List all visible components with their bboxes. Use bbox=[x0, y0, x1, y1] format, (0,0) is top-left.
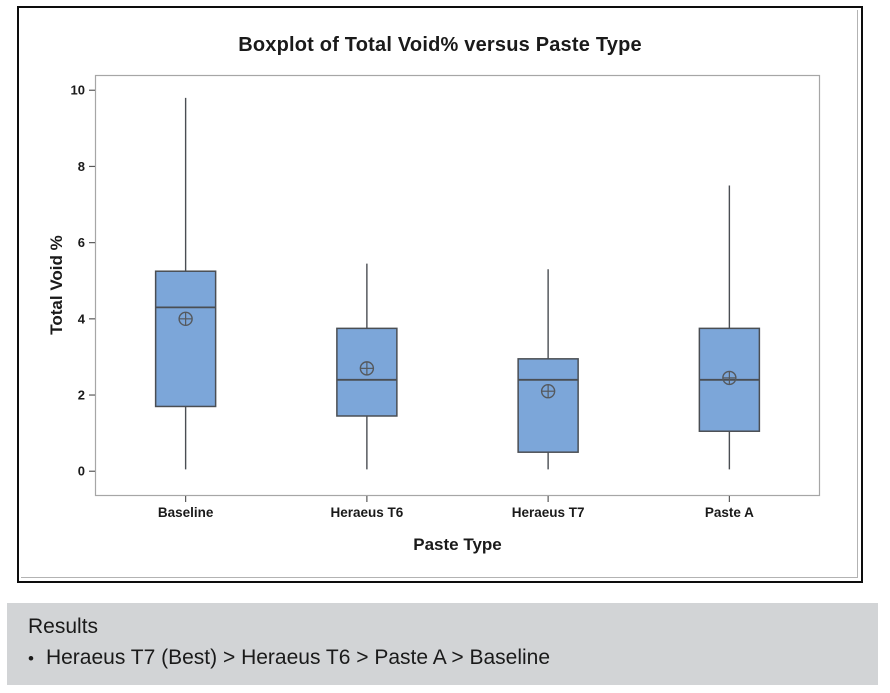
y-tick-label: 10 bbox=[71, 83, 85, 98]
results-panel: Results • Heraeus T7 (Best) > Heraeus T6… bbox=[7, 603, 878, 685]
y-tick-label: 0 bbox=[78, 464, 85, 479]
plot-border bbox=[94, 74, 821, 497]
y-tick-label: 2 bbox=[78, 388, 85, 403]
bullet-icon: • bbox=[28, 649, 34, 668]
x-tick-label: Heraeus T7 bbox=[512, 505, 585, 520]
y-tick-label: 4 bbox=[78, 311, 86, 326]
chart-title: Boxplot of Total Void% versus Paste Type bbox=[238, 34, 642, 56]
results-bullet: • Heraeus T7 (Best) > Heraeus T6 > Paste… bbox=[28, 643, 862, 674]
x-tick-label: Heraeus T6 bbox=[330, 505, 403, 520]
x-axis-title: Paste Type bbox=[413, 535, 502, 554]
y-axis-title: Total Void % bbox=[47, 235, 66, 335]
boxplot-canvas: 0 2 4 6 8 10 Baseline Heraeus T6 Heraeus T7 Paste… bbox=[71, 74, 821, 520]
y-tick-label: 6 bbox=[78, 235, 85, 250]
box-1 bbox=[154, 270, 217, 408]
boxplot-chart-frame: Boxplot of Total Void% versus Paste Type… bbox=[17, 6, 863, 583]
results-heading: Results bbox=[28, 615, 99, 638]
x-tick-label: Paste A bbox=[705, 505, 754, 520]
chart-inner-edge bbox=[21, 10, 858, 578]
x-tick-label: Baseline bbox=[158, 505, 214, 520]
results-bullet-text: Heraeus T7 (Best) > Heraeus T6 > Paste A… bbox=[45, 646, 551, 669]
box-3 bbox=[517, 358, 579, 453]
y-tick-label: 8 bbox=[78, 159, 85, 174]
